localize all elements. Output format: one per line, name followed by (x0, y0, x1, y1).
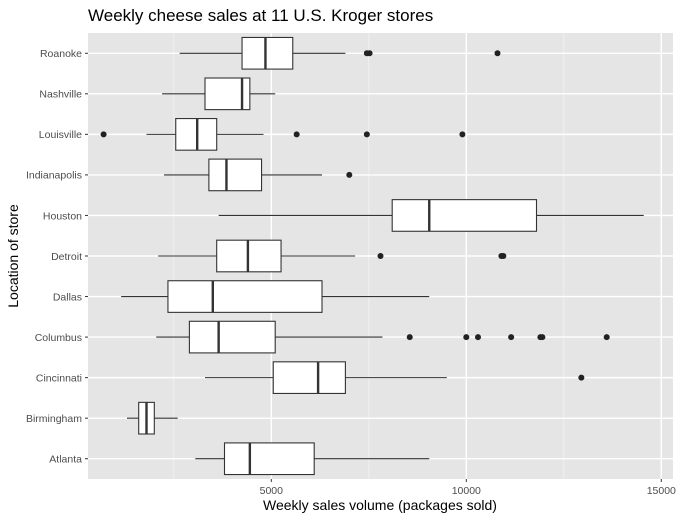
outlier-point (508, 334, 515, 341)
y-tick-label: Cincinnati (36, 372, 82, 384)
y-tick-label: Louisville (39, 129, 82, 141)
outlier-point (578, 374, 585, 381)
outlier-point (539, 334, 546, 341)
box-nashville (162, 77, 276, 111)
outlier-point (463, 334, 470, 341)
x-tick-label: 10000 (452, 485, 481, 497)
y-tick-label: Houston (43, 210, 82, 222)
outlier-point (377, 253, 384, 259)
x-axis-title: Weekly sales volume (packages sold) (263, 497, 497, 513)
box-cincinnati (205, 361, 585, 394)
x-tick-label: 15000 (647, 485, 676, 497)
iqr-box (167, 280, 323, 313)
box-louisville (100, 118, 466, 151)
box-atlanta (195, 442, 430, 476)
box-roanoke (179, 36, 501, 70)
outlier-point (366, 50, 373, 57)
y-tick-label: Dallas (53, 291, 82, 303)
box-houston (218, 199, 644, 232)
iqr-box (208, 158, 263, 192)
outlier-point (406, 334, 413, 341)
x-tick-label: 5000 (260, 485, 284, 497)
y-axis-title: Location of store (5, 204, 21, 308)
outlier-point (346, 171, 353, 178)
iqr-box (391, 199, 538, 232)
box-detroit (158, 239, 507, 273)
outlier-point (293, 131, 300, 138)
outlier-point (363, 131, 370, 138)
outlier-point (603, 334, 610, 341)
box-columbus (156, 320, 610, 354)
y-tick-label: Roanoke (40, 48, 82, 60)
y-tick-label: Detroit (51, 251, 82, 263)
iqr-box (188, 320, 276, 354)
y-tick-label: Indianapolis (26, 170, 82, 182)
box-indianapolis (164, 158, 353, 192)
outlier-point (100, 131, 107, 138)
outlier-point (459, 131, 466, 138)
iqr-box (223, 442, 315, 476)
y-tick-label: Columbus (35, 332, 82, 344)
x-axis-tick-labels: 5000 10000 15000 (260, 479, 676, 497)
outlier-point (494, 50, 501, 57)
iqr-box (272, 361, 346, 394)
outlier-point (500, 253, 507, 259)
iqr-box (241, 36, 294, 70)
box-birmingham (127, 401, 178, 435)
box-dallas (121, 280, 430, 313)
outlier-point (475, 334, 481, 341)
y-tick-label: Atlanta (49, 454, 82, 466)
chart-title: Weekly cheese sales at 11 U.S. Kroger st… (88, 6, 433, 25)
y-axis-tick-labels: Roanoke Nashville Louisville Indianapolis Ho… (26, 48, 88, 466)
y-tick-label: Birmingham (26, 413, 82, 425)
box-series (100, 36, 644, 476)
y-tick-label: Nashville (39, 89, 82, 101)
